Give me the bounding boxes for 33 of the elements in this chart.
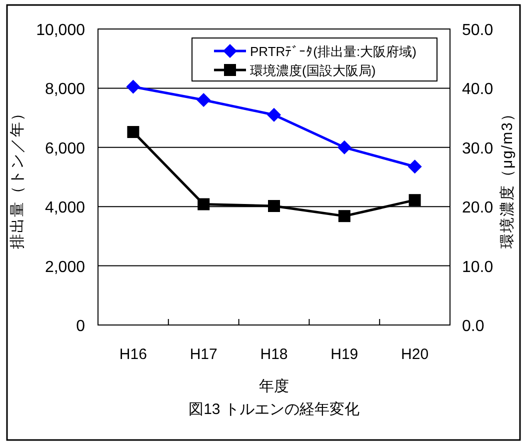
legend-label: PRTRﾃﾞｰﾀ(排出量:大阪府域)	[250, 44, 416, 59]
x-tick-label: H18	[260, 346, 288, 363]
y-tick-label: 10,000	[36, 22, 86, 39]
y-tick-label: 2,000	[44, 258, 86, 276]
point	[268, 200, 280, 212]
point	[408, 160, 422, 174]
point	[408, 194, 421, 206]
y2-tick-label: 0.0	[462, 318, 484, 335]
point	[196, 93, 211, 108]
x-axis-title: 年度	[259, 378, 289, 395]
point	[127, 126, 140, 138]
point	[267, 108, 281, 122]
y-tick-label: 0	[76, 318, 86, 335]
x-tick-label: H19	[330, 346, 358, 363]
y2-tick-label: 20.0	[462, 200, 494, 217]
y-axis-title: 排出量（トン／年）	[9, 105, 26, 249]
legend-label: 環境濃度(国設大阪局)	[250, 63, 376, 78]
x-tick-label: H20	[401, 346, 429, 363]
point	[198, 198, 210, 210]
x-tick-label: H17	[190, 346, 218, 363]
point	[126, 80, 140, 94]
point	[338, 210, 350, 222]
text: 図13 トルエンの経年変化	[188, 401, 360, 418]
y2-tick-label: 50.0	[462, 22, 494, 39]
x-tick-label: H16	[119, 346, 147, 363]
y2-tick-label: 30.0	[462, 140, 494, 158]
y2-tick-label: 40.0	[462, 81, 494, 98]
y-tick-label: 4,000	[44, 200, 86, 217]
point	[337, 140, 352, 154]
y-tick-label: 8,000	[44, 81, 86, 98]
y2-tick-label: 10.0	[462, 258, 494, 276]
y-tick-label: 6,000	[44, 140, 86, 158]
y2-axis-title: 環境濃度（μg/m3）	[499, 106, 516, 248]
